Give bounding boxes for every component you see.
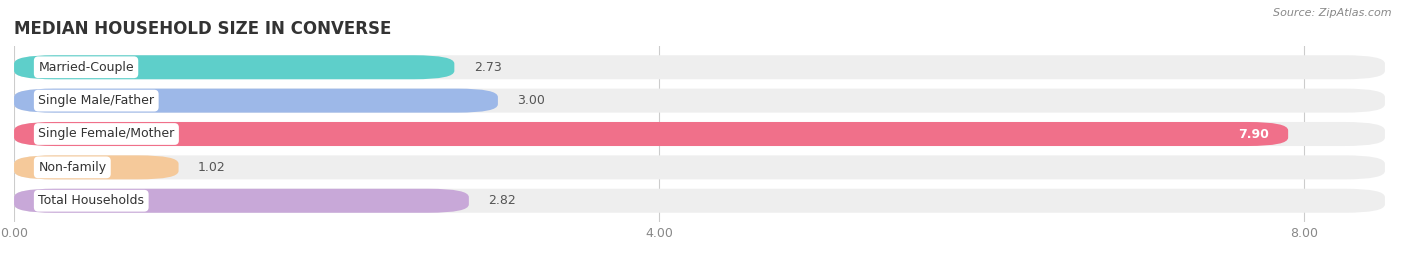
Text: 3.00: 3.00 [517,94,546,107]
Text: Non-family: Non-family [38,161,107,174]
Text: 2.82: 2.82 [488,194,516,207]
FancyBboxPatch shape [14,155,179,179]
FancyBboxPatch shape [14,55,1385,79]
FancyBboxPatch shape [14,55,454,79]
Text: 2.73: 2.73 [474,61,502,74]
FancyBboxPatch shape [14,122,1288,146]
Text: Single Male/Father: Single Male/Father [38,94,155,107]
Text: Single Female/Mother: Single Female/Mother [38,128,174,140]
Text: Total Households: Total Households [38,194,145,207]
FancyBboxPatch shape [14,89,1385,113]
FancyBboxPatch shape [14,89,498,113]
Text: 1.02: 1.02 [198,161,226,174]
FancyBboxPatch shape [14,189,1385,213]
FancyBboxPatch shape [14,189,468,213]
Text: 7.90: 7.90 [1237,128,1268,140]
Text: MEDIAN HOUSEHOLD SIZE IN CONVERSE: MEDIAN HOUSEHOLD SIZE IN CONVERSE [14,20,391,38]
FancyBboxPatch shape [14,122,1385,146]
FancyBboxPatch shape [14,155,1385,179]
Text: Married-Couple: Married-Couple [38,61,134,74]
Text: Source: ZipAtlas.com: Source: ZipAtlas.com [1274,8,1392,18]
